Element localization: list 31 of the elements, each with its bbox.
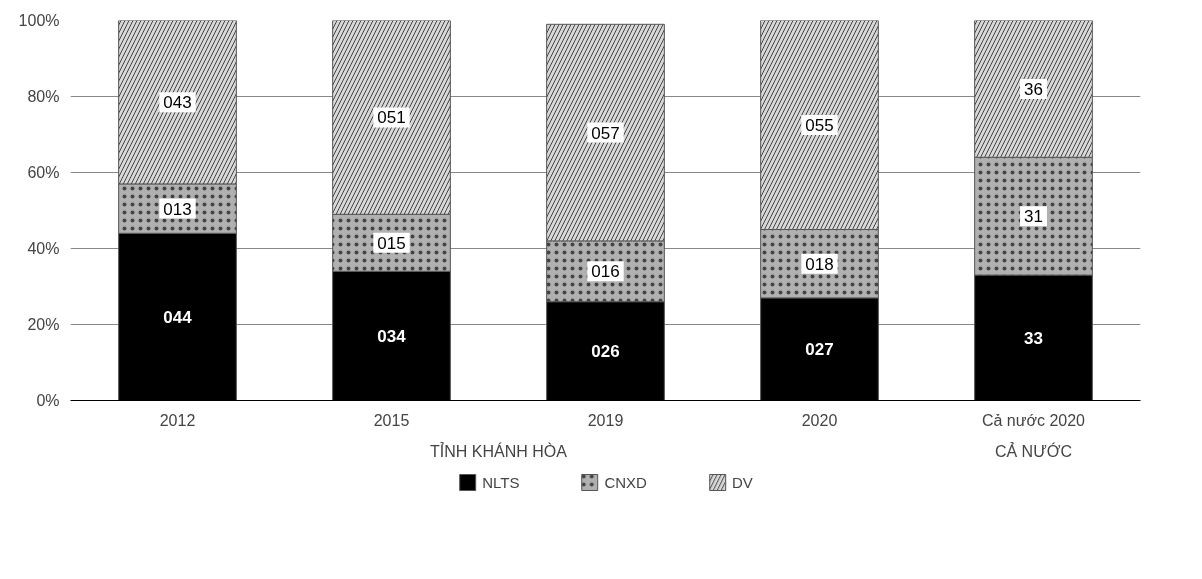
text: CẢ NƯỚC [994,441,1073,460]
y-tick-label: 20% [27,316,60,333]
text: TỈNH KHÁNH HÒA [430,441,568,460]
y-tick-label: 40% [27,240,60,257]
data-label: 018 [805,254,834,274]
data-label: 027 [805,340,834,360]
data-label: 31 [1024,207,1043,227]
x-tick-label: 2020 [801,411,838,429]
data-label: 057 [591,123,620,143]
data-label: 044 [163,307,193,327]
x-tick-label: Cả nước 2020 [981,411,1086,429]
data-label: 051 [377,108,406,128]
data-label: 33 [1024,328,1043,348]
legend-label: CNXD [604,473,647,491]
data-label: 034 [377,326,407,346]
data-label: 015 [377,233,406,253]
data-label: 026 [591,342,620,362]
y-tick-label: 100% [18,12,60,29]
legend-label: NLTS [482,473,520,491]
x-tick-label: 2012 [159,411,196,429]
data-label: 043 [163,93,192,113]
x-tick-label: 2015 [373,411,410,429]
legend-label: DV [731,473,753,491]
data-label: 016 [591,262,620,282]
x-tick-label: 2019 [587,411,624,429]
data-label: 36 [1024,79,1043,99]
y-tick-label: 0% [36,392,60,409]
y-tick-label: 60% [27,164,60,181]
data-label: 013 [163,199,192,219]
y-tick-label: 80% [27,88,60,105]
data-label: 055 [805,116,834,135]
